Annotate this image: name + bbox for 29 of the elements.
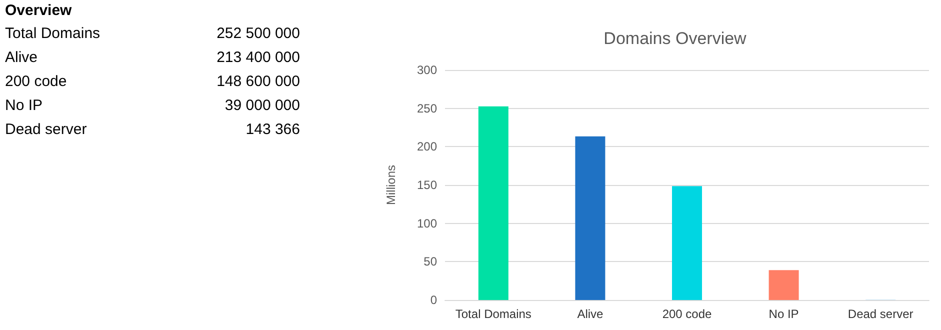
x-tick-label: Alive <box>577 307 604 321</box>
category-label: 200 code <box>5 72 67 92</box>
bar <box>478 106 508 300</box>
y-tick-label: 150 <box>416 178 438 192</box>
category-label: Total Domains <box>5 24 100 44</box>
bar <box>575 136 606 300</box>
y-axis-title: Millions <box>384 164 398 206</box>
text: 213 400 000 <box>216 49 300 66</box>
y-tick-label: 300 <box>416 63 438 77</box>
x-tick-label: Total Domains <box>455 307 532 321</box>
text: Overview <box>5 1 73 21</box>
category-label: No IP <box>5 96 43 116</box>
bar <box>672 186 702 300</box>
x-tick-label: 200 code <box>662 307 712 321</box>
y-tick-label: 0 <box>430 293 438 307</box>
text: 148 600 000 <box>216 73 300 90</box>
category-label: Dead server <box>5 120 87 140</box>
text: 143 366 <box>246 121 300 138</box>
text: 252 500 000 <box>216 25 300 42</box>
x-tick-label: Dead server <box>848 307 914 321</box>
y-tick-label: 200 <box>416 140 438 154</box>
x-tick-label: No IP <box>768 307 799 321</box>
y-tick-label: 100 <box>416 216 438 230</box>
bar <box>768 270 799 300</box>
y-tick-label: 50 <box>424 254 438 269</box>
chart-title: Domains Overview <box>604 29 748 48</box>
y-tick-label: 250 <box>416 101 438 116</box>
text: 39 000 000 <box>224 97 300 114</box>
category-label: Alive <box>5 48 38 68</box>
